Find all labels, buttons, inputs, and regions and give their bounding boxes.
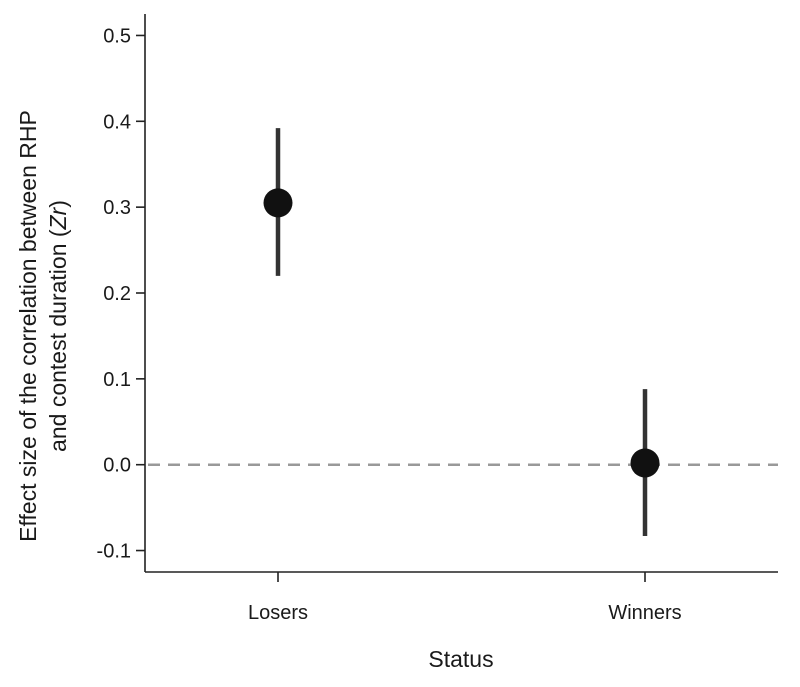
y-axis-title-line-2: and contest duration (Zr) bbox=[45, 200, 71, 452]
y-axis-title: Effect size of the correlation between R… bbox=[15, 110, 71, 542]
x-tick-label: Winners bbox=[608, 602, 681, 624]
y-tick-label: 0.4 bbox=[103, 111, 131, 133]
point-losers bbox=[263, 188, 293, 218]
y-axis-title-suffix: ) bbox=[45, 200, 71, 208]
y-axis-title-prefix: and contest duration ( bbox=[45, 229, 71, 452]
y-tick-label: 0.1 bbox=[103, 369, 131, 391]
y-tick-label: 0.3 bbox=[103, 197, 131, 219]
data-marks-group bbox=[263, 128, 660, 536]
y-axis-title-symbol: Zr bbox=[45, 206, 71, 230]
y-ticks-group: -0.1 0.0 0.1 0.2 0.3 0.4 0.5 bbox=[97, 25, 145, 563]
x-tick-label: Losers bbox=[248, 602, 308, 624]
axes-group bbox=[144, 14, 778, 573]
y-tick-label: 0.0 bbox=[103, 455, 131, 477]
y-tick-label: 0.2 bbox=[103, 283, 131, 305]
point-winners bbox=[630, 448, 660, 478]
x-axis-title: Status bbox=[428, 646, 493, 672]
y-axis-title-line-1: Effect size of the correlation between R… bbox=[15, 110, 41, 542]
x-ticks-group: Losers Winners bbox=[248, 572, 682, 624]
y-tick-label: -0.1 bbox=[97, 541, 131, 563]
y-tick-label: 0.5 bbox=[103, 25, 131, 47]
